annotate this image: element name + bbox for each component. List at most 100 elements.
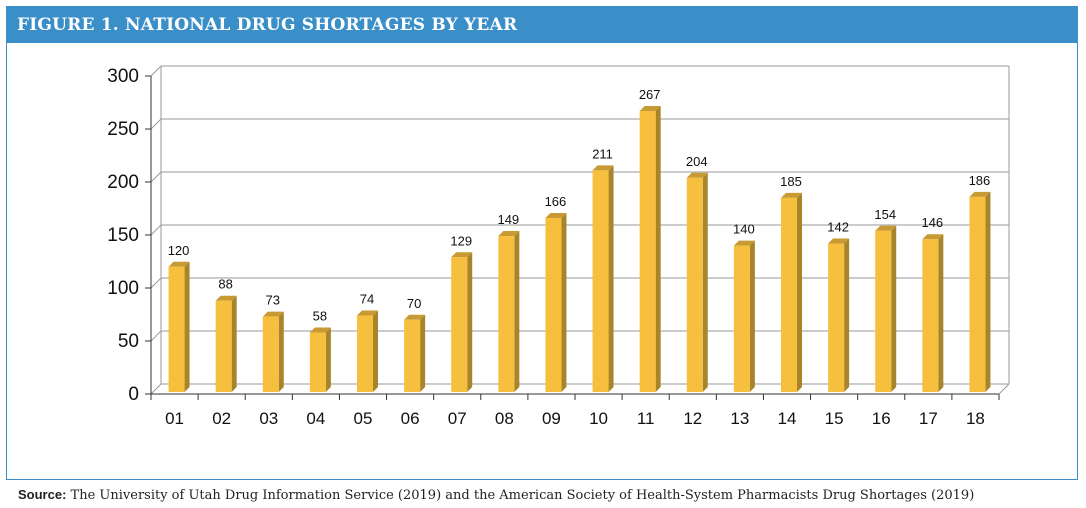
bar <box>451 257 468 392</box>
bar-top <box>404 314 426 320</box>
x-tick-label: 09 <box>542 409 561 428</box>
x-tick-label: 16 <box>872 409 891 428</box>
bar-top <box>969 191 991 197</box>
bar-top <box>639 105 661 111</box>
grid-diagonal <box>150 65 162 77</box>
grid-diagonal <box>150 171 162 183</box>
bar <box>404 319 421 392</box>
y-tick-label: 0 <box>128 384 139 405</box>
bar-top <box>781 192 802 198</box>
bar-top <box>309 327 331 333</box>
bar <box>969 196 986 392</box>
x-tick-label: 01 <box>165 409 184 428</box>
x-tick-label: 06 <box>401 409 420 428</box>
bar-side <box>231 295 237 392</box>
bar-chart: 0 50 100 150 200 250 300 120 01 88 02 73 03 58 04 74 05 7… <box>107 65 1010 428</box>
data-label: 129 <box>450 233 472 248</box>
data-label: 186 <box>969 173 991 188</box>
bar-side <box>514 231 520 392</box>
y-tick-label: 200 <box>107 172 139 193</box>
bar-top <box>545 213 567 219</box>
x-tick-label: 13 <box>730 409 749 428</box>
source-text: The University of Utah Drug Information … <box>70 488 975 503</box>
bar <box>875 230 892 392</box>
figure-title: FIGURE 1. NATIONAL DRUG SHORTAGES BY YEA… <box>7 7 1077 43</box>
data-label: 140 <box>733 222 755 237</box>
bar <box>309 332 326 392</box>
bar <box>922 239 939 392</box>
bar <box>545 218 562 392</box>
source-note: Source: The University of Utah Drug Info… <box>18 487 974 503</box>
bar-side <box>749 240 755 392</box>
bar-top <box>451 252 473 258</box>
data-label: 74 <box>360 292 374 307</box>
bar-top <box>875 225 897 231</box>
data-label: 185 <box>780 174 802 189</box>
bar <box>168 266 185 392</box>
x-tick-label: 14 <box>778 409 797 428</box>
bar <box>639 110 656 393</box>
x-tick-label: 04 <box>306 409 325 428</box>
data-label: 166 <box>545 194 567 209</box>
x-tick-label: 05 <box>354 409 373 428</box>
bar <box>686 177 703 392</box>
x-tick-label: 11 <box>637 409 655 428</box>
y-tick-label: 250 <box>107 119 139 140</box>
bar-side <box>373 310 378 392</box>
x-tick-label: 18 <box>966 409 985 428</box>
y-tick-label: 50 <box>118 331 139 352</box>
bar-side <box>702 172 708 392</box>
grid-diagonal <box>150 224 162 236</box>
data-label: 73 <box>266 293 280 308</box>
bar-side <box>467 252 473 392</box>
floor-right-edge <box>998 383 1010 395</box>
data-label: 142 <box>827 219 849 234</box>
bar-side <box>325 327 331 392</box>
bar-top <box>498 231 520 237</box>
bar-top <box>922 234 944 240</box>
bar-top <box>262 311 284 317</box>
y-tick-label: 300 <box>107 66 139 87</box>
bar-top <box>215 295 237 301</box>
data-label: 154 <box>874 207 896 222</box>
x-tick-label: 08 <box>495 409 514 428</box>
bar-side <box>278 311 284 392</box>
bar-side <box>561 213 567 392</box>
bar <box>828 243 845 392</box>
data-label: 120 <box>168 243 190 258</box>
x-tick-label: 07 <box>448 409 467 428</box>
bar-side <box>891 225 897 392</box>
bar-side <box>608 165 614 392</box>
bar-side <box>655 105 661 393</box>
bar-side <box>420 314 426 392</box>
bar <box>498 236 515 392</box>
x-tick-label: 15 <box>825 409 844 428</box>
bar <box>357 315 373 392</box>
bar-side <box>938 234 944 392</box>
x-tick-label: 03 <box>259 409 278 428</box>
data-label: 267 <box>639 87 661 102</box>
data-label: 204 <box>686 154 708 169</box>
figure-frame: FIGURE 1. NATIONAL DRUG SHORTAGES BY YEA… <box>6 6 1078 480</box>
source-label: Source: <box>18 487 67 502</box>
bar-top <box>168 261 190 267</box>
bar-side <box>184 261 190 392</box>
bar-top <box>357 310 378 316</box>
bar <box>592 170 609 392</box>
x-tick-label: 12 <box>683 409 702 428</box>
data-label: 58 <box>313 309 327 324</box>
bar <box>733 245 750 392</box>
grid-diagonal <box>150 277 162 289</box>
grid-diagonal <box>150 118 162 130</box>
bar <box>781 197 797 392</box>
y-tick-label: 150 <box>107 225 139 246</box>
bar <box>215 300 232 392</box>
bar-top <box>733 240 755 246</box>
bar-side <box>844 238 850 392</box>
data-label: 211 <box>592 146 613 161</box>
bar-side <box>985 191 991 392</box>
bar-top <box>828 238 850 244</box>
bar <box>262 316 279 392</box>
bar-top <box>592 165 614 171</box>
data-label: 149 <box>497 212 519 227</box>
